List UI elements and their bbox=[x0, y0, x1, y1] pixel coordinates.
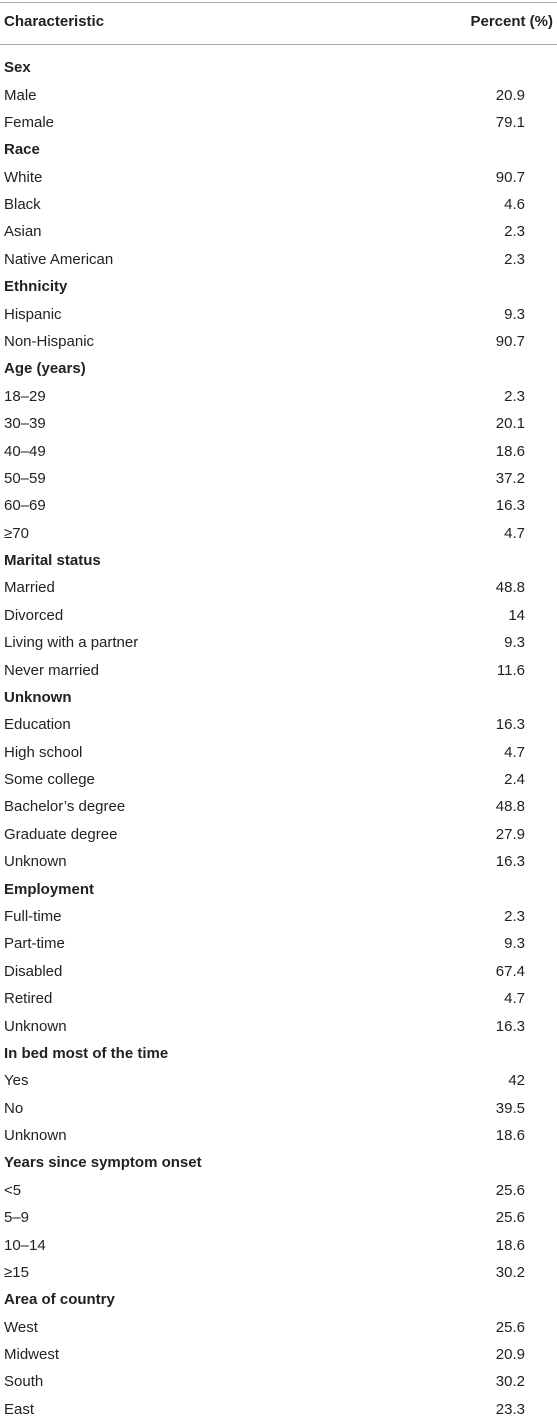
row-value: 16.3 bbox=[495, 1017, 525, 1035]
row-value: 20.1 bbox=[495, 415, 525, 433]
row-label: Unknown bbox=[4, 1017, 67, 1035]
row-value: 4.6 bbox=[504, 196, 525, 214]
row-label: Full-time bbox=[4, 907, 62, 925]
row-value: 48.8 bbox=[495, 579, 525, 597]
row-value: 14 bbox=[508, 606, 525, 624]
row-label: Education bbox=[4, 716, 71, 734]
row-value: 20.9 bbox=[495, 1346, 525, 1364]
section-title: Years since symptom onset bbox=[4, 1154, 202, 1172]
section-title: In bed most of the time bbox=[4, 1044, 169, 1062]
row-label: South bbox=[4, 1373, 44, 1391]
row-value: 25.6 bbox=[495, 1209, 525, 1227]
row-label: West bbox=[4, 1318, 38, 1336]
row-value: 9.3 bbox=[504, 634, 525, 652]
row-value: 23.3 bbox=[495, 1400, 525, 1418]
header-percent: Percent (%) bbox=[470, 13, 553, 30]
row-label: ≥15 bbox=[4, 1263, 29, 1281]
row-label: ≥70 bbox=[4, 524, 29, 542]
section-title: Marital status bbox=[4, 552, 101, 570]
row-label: 60–69 bbox=[4, 497, 46, 515]
row-label: Living with a partner bbox=[4, 634, 139, 652]
row-value: 9.3 bbox=[504, 935, 525, 953]
row-label: Divorced bbox=[4, 606, 64, 624]
row-value: 16.3 bbox=[495, 716, 525, 734]
row-label: 10–14 bbox=[4, 1236, 46, 1254]
row-value: 30.2 bbox=[495, 1373, 525, 1391]
row-value: 2.4 bbox=[504, 771, 525, 789]
row-value: 25.6 bbox=[495, 1318, 525, 1336]
row-label: Part-time bbox=[4, 935, 65, 953]
row-label: Married bbox=[4, 579, 55, 597]
row-value: 90.7 bbox=[495, 168, 525, 186]
row-label: Hispanic bbox=[4, 305, 62, 323]
row-value: 2.3 bbox=[504, 907, 525, 925]
section-title: Sex bbox=[4, 59, 31, 77]
row-value: 18.6 bbox=[495, 442, 525, 460]
section-title: Age (years) bbox=[4, 360, 86, 378]
row-label: Yes bbox=[4, 1072, 29, 1090]
row-label: Non-Hispanic bbox=[4, 333, 95, 350]
row-label: 30–39 bbox=[4, 415, 46, 433]
row-label: 50–59 bbox=[4, 469, 46, 487]
row-value: 27.9 bbox=[495, 825, 525, 843]
row-label: Bachelor’s degree bbox=[4, 798, 126, 816]
row-label: High school bbox=[4, 743, 83, 761]
row-label: East bbox=[4, 1400, 35, 1418]
section-title: Unknown bbox=[4, 688, 72, 706]
row-label: Never married bbox=[4, 661, 100, 679]
row-label: 5–9 bbox=[4, 1209, 30, 1227]
row-value: 4.7 bbox=[504, 990, 525, 1008]
row-value: 16.3 bbox=[495, 497, 525, 515]
row-label: Some college bbox=[4, 771, 95, 789]
row-value: 4.7 bbox=[504, 524, 525, 542]
row-value: 42 bbox=[508, 1072, 525, 1090]
row-label: Graduate degree bbox=[4, 825, 118, 843]
top-rule bbox=[0, 2, 557, 3]
row-value: 11.6 bbox=[496, 661, 525, 679]
row-label: Unknown bbox=[4, 1127, 67, 1145]
header-rule bbox=[0, 44, 557, 45]
row-label: 18–29 bbox=[4, 387, 46, 405]
row-label: Black bbox=[4, 196, 41, 214]
row-label: Native American bbox=[4, 250, 114, 268]
row-label: <5 bbox=[4, 1181, 22, 1199]
row-value: 20.9 bbox=[495, 86, 525, 104]
row-label: Male bbox=[4, 86, 37, 104]
row-value: 18.6 bbox=[495, 1236, 525, 1254]
row-label: 40–49 bbox=[4, 442, 46, 460]
section-title: Race bbox=[4, 141, 40, 159]
row-value: 48.8 bbox=[495, 798, 525, 816]
section-title: Employment bbox=[4, 880, 95, 898]
row-label: Retired bbox=[4, 990, 53, 1008]
row-value: 37.2 bbox=[495, 469, 525, 487]
row-label: Female bbox=[4, 113, 55, 131]
section-title: Ethnicity bbox=[4, 278, 68, 296]
row-value: 90.7 bbox=[495, 333, 525, 350]
row-label: No bbox=[4, 1099, 24, 1117]
row-value: 67.4 bbox=[495, 962, 525, 980]
row-value: 25.6 bbox=[495, 1181, 525, 1199]
row-value: 9.3 bbox=[504, 305, 525, 323]
row-value: 2.3 bbox=[504, 250, 525, 268]
row-label: Disabled bbox=[4, 962, 63, 980]
row-label: White bbox=[4, 168, 43, 186]
row-value: 39.5 bbox=[495, 1099, 525, 1117]
row-value: 16.3 bbox=[495, 853, 525, 871]
row-label: Midwest bbox=[4, 1346, 60, 1364]
row-value: 4.7 bbox=[504, 743, 525, 761]
row-value: 2.3 bbox=[504, 223, 525, 241]
row-value: 2.3 bbox=[504, 387, 525, 405]
row-label: Asian bbox=[4, 223, 42, 241]
row-value: 79.1 bbox=[495, 113, 525, 131]
row-value: 18.6 bbox=[495, 1127, 525, 1145]
section-title: Area of country bbox=[4, 1291, 115, 1309]
row-value: 30.2 bbox=[495, 1263, 525, 1281]
header-characteristic: Characteristic bbox=[4, 13, 105, 30]
row-label: Unknown bbox=[4, 853, 67, 871]
